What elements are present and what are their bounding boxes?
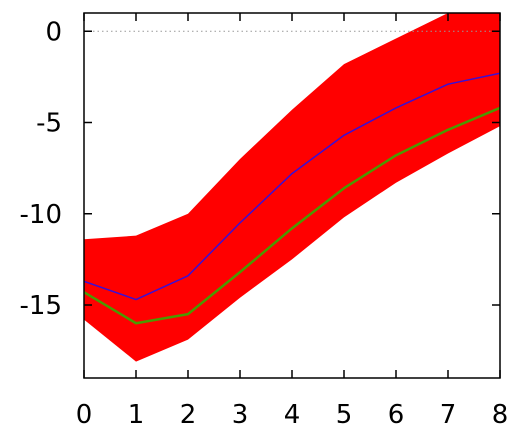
x-tick-label: 5 <box>336 400 353 430</box>
tick-layer <box>83 13 501 378</box>
series-line-1 <box>84 72 500 301</box>
x-tick-label: 2 <box>180 400 197 430</box>
y-tick-labels: 0 -5 -10 -15 <box>20 17 62 321</box>
x-tick-label: 3 <box>232 400 249 430</box>
series-layer <box>84 72 500 325</box>
x-tick-label: 0 <box>76 400 93 430</box>
y-tick-label: -5 <box>36 109 62 139</box>
y-tick-label: -10 <box>20 200 62 230</box>
x-tick-label: 6 <box>388 400 405 430</box>
confidence-band-layer <box>84 13 500 362</box>
y-tick-label: -15 <box>20 291 62 321</box>
x-tick-label: 4 <box>284 400 301 430</box>
x-tick-label: 7 <box>440 400 457 430</box>
y-tick-label: 0 <box>45 17 62 47</box>
x-tick-label: 1 <box>128 400 145 430</box>
series-line-2 <box>84 106 500 325</box>
x-tick-labels: 0 1 2 3 4 5 6 7 8 <box>76 400 509 430</box>
confidence-band <box>84 13 500 362</box>
x-tick-label: 8 <box>492 400 509 430</box>
